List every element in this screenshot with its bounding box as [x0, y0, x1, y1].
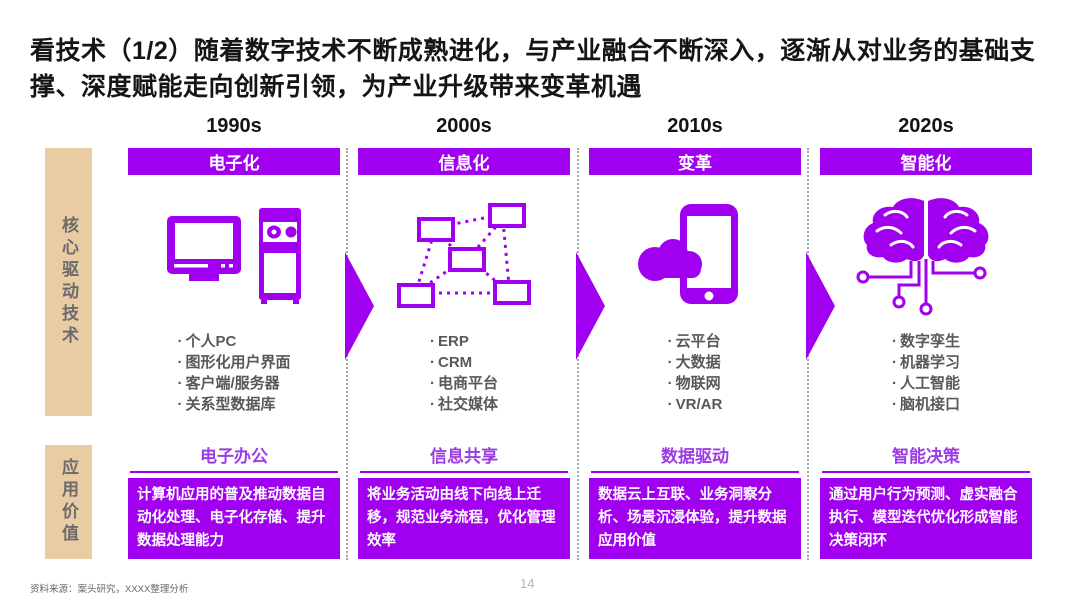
value-label: 信息共享 — [430, 447, 498, 466]
era-column-2020s: 2020s 智能化 — [820, 115, 1032, 560]
bullet-item: 个人PC — [177, 331, 290, 352]
bullet-item: 社交媒体 — [430, 394, 498, 415]
value-description-box: 将业务活动由线下向线上迁移，规范业务流程，优化管理效率 — [358, 478, 570, 559]
bullet-item: 图形化用户界面 — [177, 352, 290, 373]
bullet-item: 机器学习 — [892, 352, 960, 373]
value-description-box: 数据云上互联、业务洞察分析、场景沉浸体验，提升数据应用价值 — [589, 478, 801, 559]
era-banner: 电子化 — [128, 148, 340, 175]
row-label-core-tech: 核心驱动技术 — [45, 148, 92, 416]
era-year: 2020s — [898, 115, 954, 137]
value-underline — [130, 471, 338, 473]
era-column-2000s: 2000s 信息化 — [358, 115, 570, 560]
era-year: 2000s — [436, 115, 492, 137]
page-number: 14 — [520, 576, 535, 591]
row-label-app-value: 应用价值 — [45, 445, 92, 559]
era-banner: 智能化 — [820, 148, 1032, 175]
source-note: 资料来源：案头研究，XXXX整理分析 — [30, 584, 189, 595]
tech-bullet-list: ERPCRM电商平台社交媒体 — [358, 331, 570, 415]
value-label: 数据驱动 — [661, 447, 729, 466]
era-banner: 信息化 — [358, 148, 570, 175]
bullet-item: 人工智能 — [892, 373, 960, 394]
bullet-item: 大数据 — [668, 352, 723, 373]
cloud-smartphone-icon — [589, 183, 801, 328]
bullet-item: 脑机接口 — [892, 394, 960, 415]
bullet-item: 云平台 — [668, 331, 723, 352]
brain-circuit-icon — [820, 183, 1032, 328]
era-year: 2010s — [667, 115, 723, 137]
bullet-item: CRM — [430, 352, 498, 373]
page-title: 看技术（1/2）随着数字技术不断成熟进化，与产业融合不断深入，逐渐从对业务的基础… — [30, 36, 1036, 101]
bullet-item: ERP — [430, 331, 498, 352]
value-description-box: 通过用户行为预测、虚实融合执行、模型迭代优化形成智能决策闭环 — [820, 478, 1032, 559]
era-year: 1990s — [206, 115, 262, 137]
tech-bullet-list: 个人PC图形化用户界面客户端/服务器关系型数据库 — [128, 331, 340, 415]
network-nodes-icon — [358, 183, 570, 328]
bullet-item: VR/AR — [668, 394, 723, 415]
value-label: 智能决策 — [892, 447, 960, 466]
row-label-app-value-text: 应用价值 — [59, 458, 78, 546]
value-underline — [360, 471, 568, 473]
value-description-box: 计算机应用的普及推动数据自动化处理、电子化存储、提升数据处理能力 — [128, 478, 340, 559]
bullet-item: 数字孪生 — [892, 331, 960, 352]
row-label-core-tech-text: 核心驱动技术 — [59, 216, 78, 348]
bullet-item: 关系型数据库 — [177, 394, 290, 415]
bullet-item: 物联网 — [668, 373, 723, 394]
value-underline — [822, 471, 1030, 473]
tech-bullet-list: 数字孪生机器学习人工智能脑机接口 — [820, 331, 1032, 415]
bullet-item: 电商平台 — [430, 373, 498, 394]
value-underline — [591, 471, 799, 473]
value-label: 电子办公 — [200, 447, 268, 466]
era-column-1990s: 1990s 电子化 — [128, 115, 340, 560]
desktop-computer-icon — [128, 183, 340, 328]
era-column-2010s: 2010s 变革 云平台大数据物联网VR/AR 数据驱动 数据云上互联、业务洞察… — [589, 115, 801, 560]
tech-bullet-list: 云平台大数据物联网VR/AR — [589, 331, 801, 415]
era-banner: 变革 — [589, 148, 801, 175]
bullet-item: 客户端/服务器 — [177, 373, 290, 394]
